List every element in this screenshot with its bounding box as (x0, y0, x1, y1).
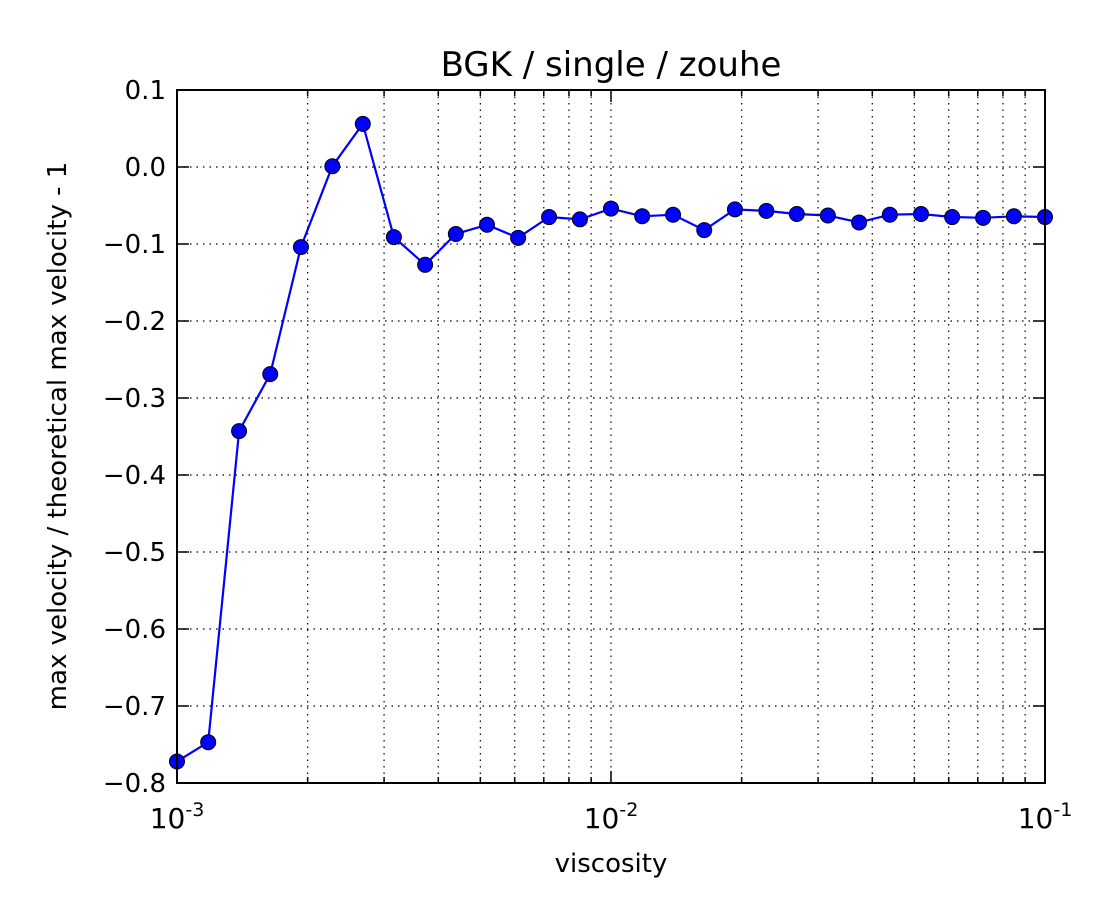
y-tick-label: −0.8 (103, 769, 166, 799)
x-tick-label: 10-2 (584, 799, 639, 835)
data-point (634, 208, 651, 225)
x-tick-label: 10-1 (1018, 799, 1073, 835)
data-point (758, 202, 775, 219)
data-point (665, 206, 682, 223)
y-tick-label: −0.3 (103, 384, 166, 414)
data-point (944, 209, 961, 226)
data-point (571, 211, 588, 228)
data-point (1005, 208, 1022, 225)
data-point (881, 206, 898, 223)
data-point (447, 225, 464, 242)
y-axis-label: max velocity / theoretical max velocity … (43, 162, 73, 711)
y-tick-label: −0.2 (103, 307, 166, 337)
data-point (231, 423, 248, 440)
data-point (603, 200, 619, 217)
data-point (385, 229, 402, 246)
data-point (975, 209, 992, 226)
data-series (169, 115, 1053, 770)
data-point (324, 158, 341, 175)
y-tick-label: −0.4 (103, 461, 166, 491)
y-tick-label: −0.1 (103, 230, 166, 260)
data-point (200, 734, 217, 751)
chart-title: BGK / single / zouhe (441, 45, 782, 85)
data-point (417, 256, 434, 273)
data-point (851, 214, 868, 231)
y-tick-label: −0.7 (103, 692, 166, 722)
y-tick-label: −0.6 (103, 615, 166, 645)
data-point (510, 229, 527, 246)
data-point (913, 205, 930, 222)
data-point (262, 366, 279, 383)
y-tick-label: 0.0 (125, 153, 166, 183)
data-point (696, 222, 713, 239)
y-tick-labels: 0.1 0.0 −0.1 −0.2 −0.3 −0.4 −0.5 −0.6 −0.7 −0.8 (103, 76, 166, 799)
data-point (354, 115, 371, 132)
x-axis-label: viscosity (555, 849, 668, 879)
data-point (819, 207, 836, 224)
x-tick-labels: 10-3 10-2 10-1 (150, 799, 1073, 835)
data-point (292, 239, 309, 256)
y-tick-label: −0.5 (103, 538, 166, 568)
y-tick-label: 0.1 (125, 76, 166, 106)
data-point (726, 201, 743, 218)
data-point (541, 209, 558, 226)
plot-frame (176, 89, 1046, 784)
data-point (788, 205, 805, 222)
x-tick-label: 10-3 (150, 799, 205, 835)
data-point (479, 216, 496, 233)
